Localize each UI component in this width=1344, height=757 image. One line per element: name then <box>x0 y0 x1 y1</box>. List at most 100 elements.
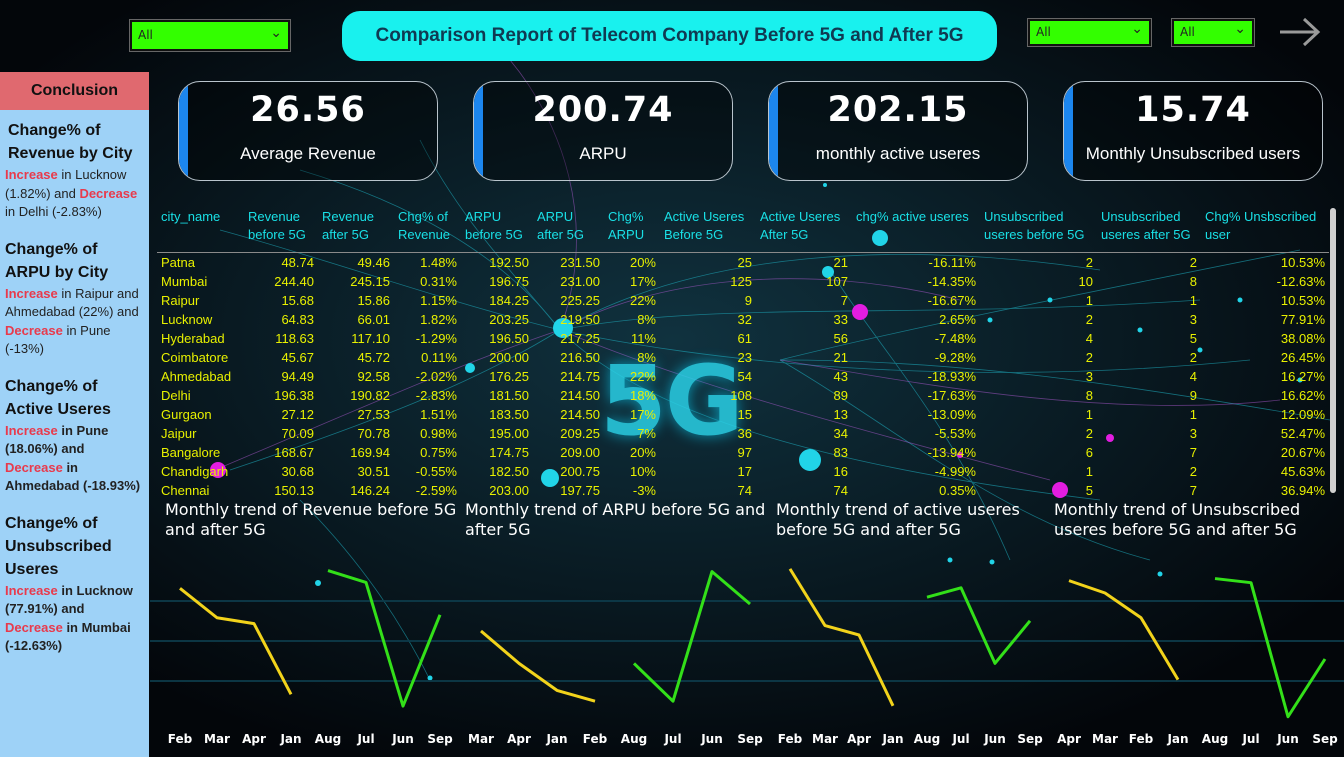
filter-dropdown-value: All <box>1036 25 1051 39</box>
table-cell: 16.27% <box>1280 369 1325 384</box>
table-cell: 219.50 <box>560 312 600 327</box>
column-header[interactable]: chg% active useres <box>852 205 980 253</box>
filter-dropdown-left[interactable]: All ⌄ <box>130 20 290 51</box>
table-cell: 1.48% <box>420 255 457 270</box>
table-cell: 16 <box>833 464 848 479</box>
table-cell: 176.25 <box>489 369 529 384</box>
conclusion-unsubscribed: Change% of Unsubscribed Useres Increase … <box>0 512 149 656</box>
column-header[interactable]: city_name <box>157 205 244 253</box>
table-row[interactable]: Hyderabad 118.63 117.10 -1.29% 196.50 217.25 1… <box>157 329 1329 348</box>
table-cell: 10% <box>629 464 656 479</box>
table-cell: 10.53% <box>1280 255 1325 270</box>
table-cell: 15.68 <box>281 293 314 308</box>
table-cell: 45.63% <box>1280 464 1325 479</box>
chart-title-arpu: Monthly trend of ARPU before 5G and afte… <box>465 500 766 539</box>
table-row[interactable]: Ahmedabad 94.49 92.58 -2.02% 176.25 214.75 22%… <box>157 367 1329 386</box>
column-header[interactable]: Chg% ARPU <box>604 205 660 253</box>
chart-title-unsubscribed: Monthly trend of Unsubscribed useres bef… <box>1054 500 1301 539</box>
table-cell: 245.15 <box>350 274 390 289</box>
table-row[interactable]: Chennai 150.13 146.24 -2.59% 203.00 197.75 -3%… <box>157 481 1329 495</box>
city-comparison-table[interactable]: city_name Revenue before 5G Revenue after … <box>157 205 1337 495</box>
table-cell: 5 <box>1085 483 1093 495</box>
table-cell: 22% <box>629 293 656 308</box>
table-row[interactable]: Chandigarh 30.68 30.51 -0.55% 182.50 200.75 10… <box>157 462 1329 481</box>
table-cell: 21 <box>833 350 848 365</box>
table-cell: 94.49 <box>281 369 314 384</box>
table-cell: -2.02% <box>415 369 457 384</box>
table-cell: 2.65% <box>939 312 976 327</box>
table-cell: 13 <box>833 407 848 422</box>
table-scrollbar[interactable] <box>1330 208 1336 493</box>
column-header[interactable]: Revenue after 5G <box>318 205 394 253</box>
table-row[interactable]: Raipur 15.68 15.86 1.15% 184.25 225.25 22% 9 7 -1… <box>157 291 1329 310</box>
table-cell: 74 <box>833 483 848 495</box>
table-cell: 146.24 <box>350 483 390 495</box>
column-header[interactable]: ARPU after 5G <box>533 205 604 253</box>
kpi-accent <box>769 82 778 180</box>
table-cell: 2 <box>1189 255 1197 270</box>
table-cell: 209.25 <box>560 426 600 441</box>
table-cell: -9.28% <box>934 350 976 365</box>
kpi-value: 26.56 <box>250 90 366 130</box>
table-cell: 1 <box>1189 293 1197 308</box>
column-header[interactable]: Chg% of Revenue <box>394 205 461 253</box>
filter-dropdown-middle[interactable]: All ⌄ <box>1028 19 1151 46</box>
arrow-right-icon[interactable] <box>1270 12 1330 52</box>
column-header[interactable]: Unsubscribed useres before 5G <box>980 205 1097 253</box>
table-cell: 195.00 <box>489 426 529 441</box>
column-header[interactable]: Revenue before 5G <box>244 205 318 253</box>
table-row[interactable]: Bangalore 168.67 169.94 0.75% 174.75 209.00 20… <box>157 443 1329 462</box>
kpi-monthly-unsubscribed: 15.74 Monthly Unsubscribed users <box>1063 81 1323 181</box>
kpi-average-revenue: 26.56 Average Revenue <box>178 81 438 181</box>
column-header[interactable]: Unsubscribed useres after 5G <box>1097 205 1201 253</box>
column-header[interactable]: ARPU before 5G <box>461 205 533 253</box>
table-cell: 125 <box>730 274 752 289</box>
table-cell: 48.74 <box>281 255 314 270</box>
table-cell: -1.29% <box>415 331 457 346</box>
kpi-value: 15.74 <box>1135 90 1251 130</box>
table-row[interactable]: Patna 48.74 49.46 1.48% 192.50 231.50 20% 25 21 -… <box>157 253 1329 273</box>
table-cell: -14.35% <box>927 274 976 289</box>
table-scrollbar-thumb[interactable] <box>1330 208 1336 493</box>
table-cell: 17% <box>629 274 656 289</box>
table-cell: 192.50 <box>489 255 529 270</box>
table-cell: 15.86 <box>357 293 390 308</box>
table-cell: 107 <box>826 274 848 289</box>
table-row[interactable]: Jaipur 70.09 70.78 0.98% 195.00 209.25 7% 36 34 -… <box>157 424 1329 443</box>
table-row[interactable]: Coimbatore 45.67 45.72 0.11% 200.00 216.50 8% 2… <box>157 348 1329 367</box>
table-cell: 17% <box>629 407 656 422</box>
column-header[interactable]: Active Useres After 5G <box>756 205 852 253</box>
table-cell: 1.82% <box>420 312 457 327</box>
table-cell: 11% <box>630 331 656 346</box>
table-cell: 184.25 <box>489 293 529 308</box>
conclusion-heading: Change% of Revenue by City <box>8 122 133 162</box>
conclusion-heading: Change% of Active Useres <box>5 377 111 418</box>
table-row[interactable]: Delhi 196.38 190.82 -2.83% 181.50 214.50 18% 10… <box>157 386 1329 405</box>
table-cell: 4 <box>1189 369 1197 384</box>
table-cell: 214.50 <box>560 388 600 403</box>
table-cell: 200.75 <box>560 464 600 479</box>
table-cell: 1.51% <box>420 407 457 422</box>
conclusion-heading: Change% of Unsubscribed Useres <box>5 514 112 578</box>
kpi-accent <box>179 82 188 180</box>
conclusion-sidebar: Conclusion Change% of Revenue by City In… <box>0 72 149 757</box>
table-cell: Hyderabad <box>161 331 225 346</box>
table-row[interactable]: Gurgaon 27.12 27.53 1.51% 183.50 214.50 17% 15 1… <box>157 405 1329 424</box>
column-header[interactable]: Active Useres Before 5G <box>660 205 756 253</box>
table-cell: -13.94% <box>927 445 976 460</box>
table-row[interactable]: Mumbai 244.40 245.15 0.31% 196.75 231.00 17% 12… <box>157 272 1329 291</box>
table-cell: -12.63% <box>1276 274 1325 289</box>
filter-dropdown-right[interactable]: All ⌄ <box>1172 19 1254 46</box>
table-cell: 0.31% <box>420 274 457 289</box>
table-cell: 3 <box>1189 426 1197 441</box>
table-row[interactable]: Lucknow 64.83 66.01 1.82% 203.25 219.50 8% 32 33… <box>157 310 1329 329</box>
table-cell: 168.67 <box>274 445 314 460</box>
chevron-down-icon: ⌄ <box>1234 21 1246 37</box>
column-header[interactable]: Chg% Unsbscribed user <box>1201 205 1329 253</box>
table-cell: 20.67% <box>1280 445 1325 460</box>
table-cell: 36.94% <box>1280 483 1325 495</box>
table-cell: 27.53 <box>357 407 390 422</box>
filter-dropdown-value: All <box>138 28 153 42</box>
table-cell: Chandigarh <box>161 464 229 479</box>
table-cell: 214.75 <box>560 369 600 384</box>
